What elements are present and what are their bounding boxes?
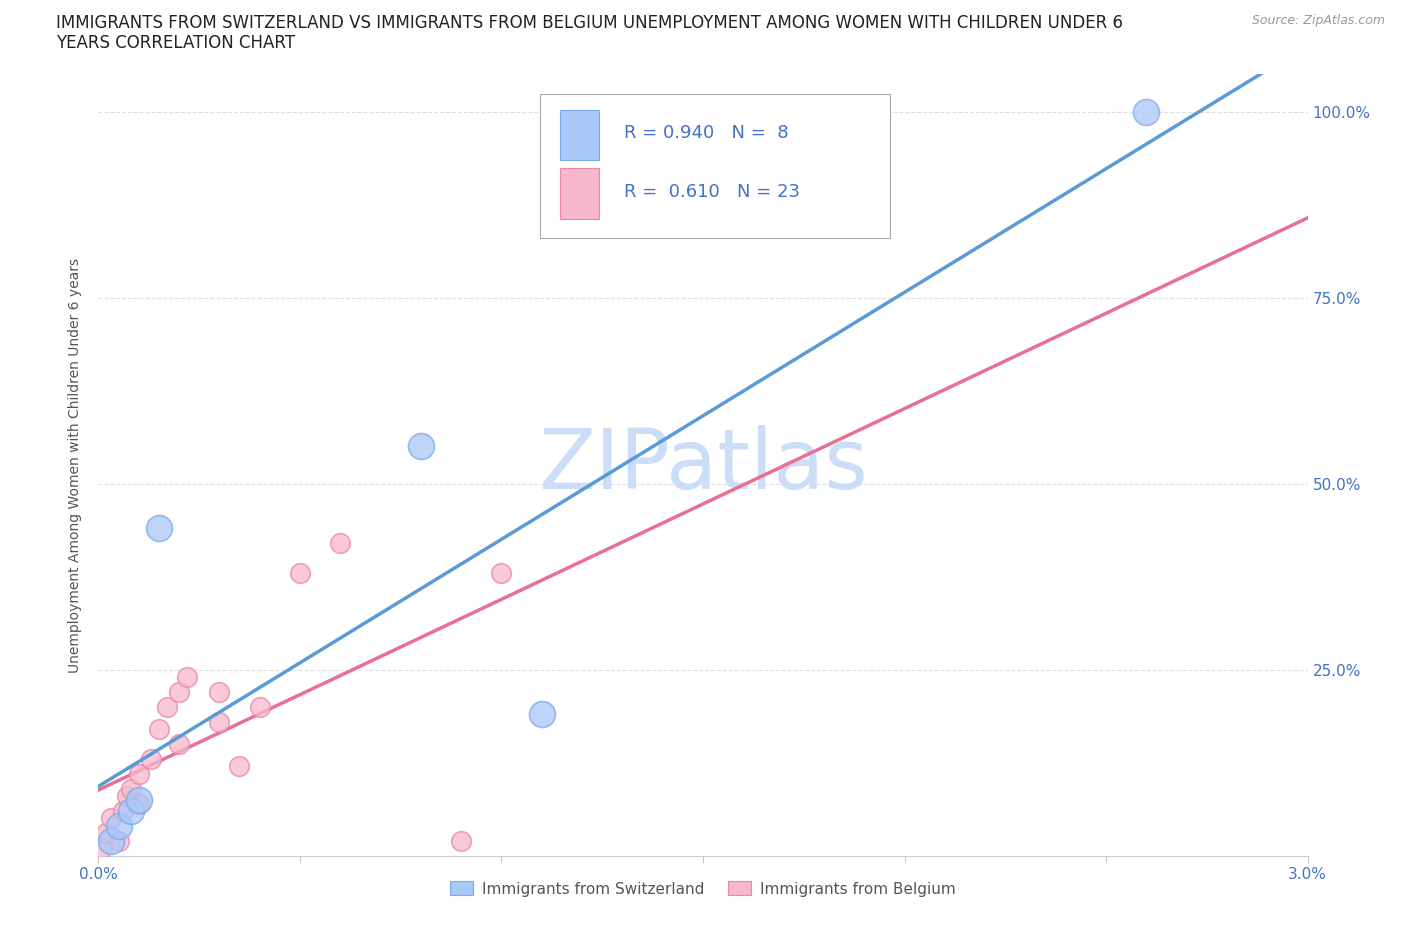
Point xyxy=(167,737,190,751)
Point xyxy=(128,766,150,781)
Bar xyxy=(561,110,599,160)
Point xyxy=(107,818,129,833)
Point xyxy=(409,439,432,454)
Point xyxy=(107,833,129,848)
Point xyxy=(1135,104,1157,119)
Text: Source: ZipAtlas.com: Source: ZipAtlas.com xyxy=(1251,14,1385,27)
Bar xyxy=(561,168,599,219)
Point xyxy=(288,565,311,580)
Point xyxy=(128,796,150,811)
Point xyxy=(208,714,231,729)
FancyBboxPatch shape xyxy=(540,94,890,238)
Point xyxy=(111,804,134,818)
Text: R = 0.940   N =  8: R = 0.940 N = 8 xyxy=(624,124,789,142)
Text: YEARS CORRELATION CHART: YEARS CORRELATION CHART xyxy=(56,34,295,52)
Point xyxy=(329,536,352,551)
Point xyxy=(148,722,170,737)
Point xyxy=(249,699,271,714)
Point xyxy=(156,699,179,714)
Point xyxy=(176,670,198,684)
Legend: Immigrants from Switzerland, Immigrants from Belgium: Immigrants from Switzerland, Immigrants … xyxy=(444,875,962,903)
Point xyxy=(148,521,170,536)
Point xyxy=(450,833,472,848)
Point xyxy=(208,684,231,699)
Point xyxy=(91,841,114,856)
Point xyxy=(228,759,250,774)
Point xyxy=(100,833,122,848)
Point xyxy=(167,684,190,699)
Y-axis label: Unemployment Among Women with Children Under 6 years: Unemployment Among Women with Children U… xyxy=(69,258,83,672)
Point xyxy=(96,826,118,841)
Point xyxy=(491,565,513,580)
Point xyxy=(139,751,162,766)
Point xyxy=(120,804,142,818)
Point xyxy=(120,781,142,796)
Point xyxy=(128,792,150,807)
Text: R =  0.610   N = 23: R = 0.610 N = 23 xyxy=(624,182,800,201)
Point xyxy=(115,789,138,804)
Point xyxy=(100,811,122,826)
Text: ZIPatlas: ZIPatlas xyxy=(538,424,868,506)
Text: IMMIGRANTS FROM SWITZERLAND VS IMMIGRANTS FROM BELGIUM UNEMPLOYMENT AMONG WOMEN : IMMIGRANTS FROM SWITZERLAND VS IMMIGRANT… xyxy=(56,14,1123,32)
Point xyxy=(530,707,553,722)
